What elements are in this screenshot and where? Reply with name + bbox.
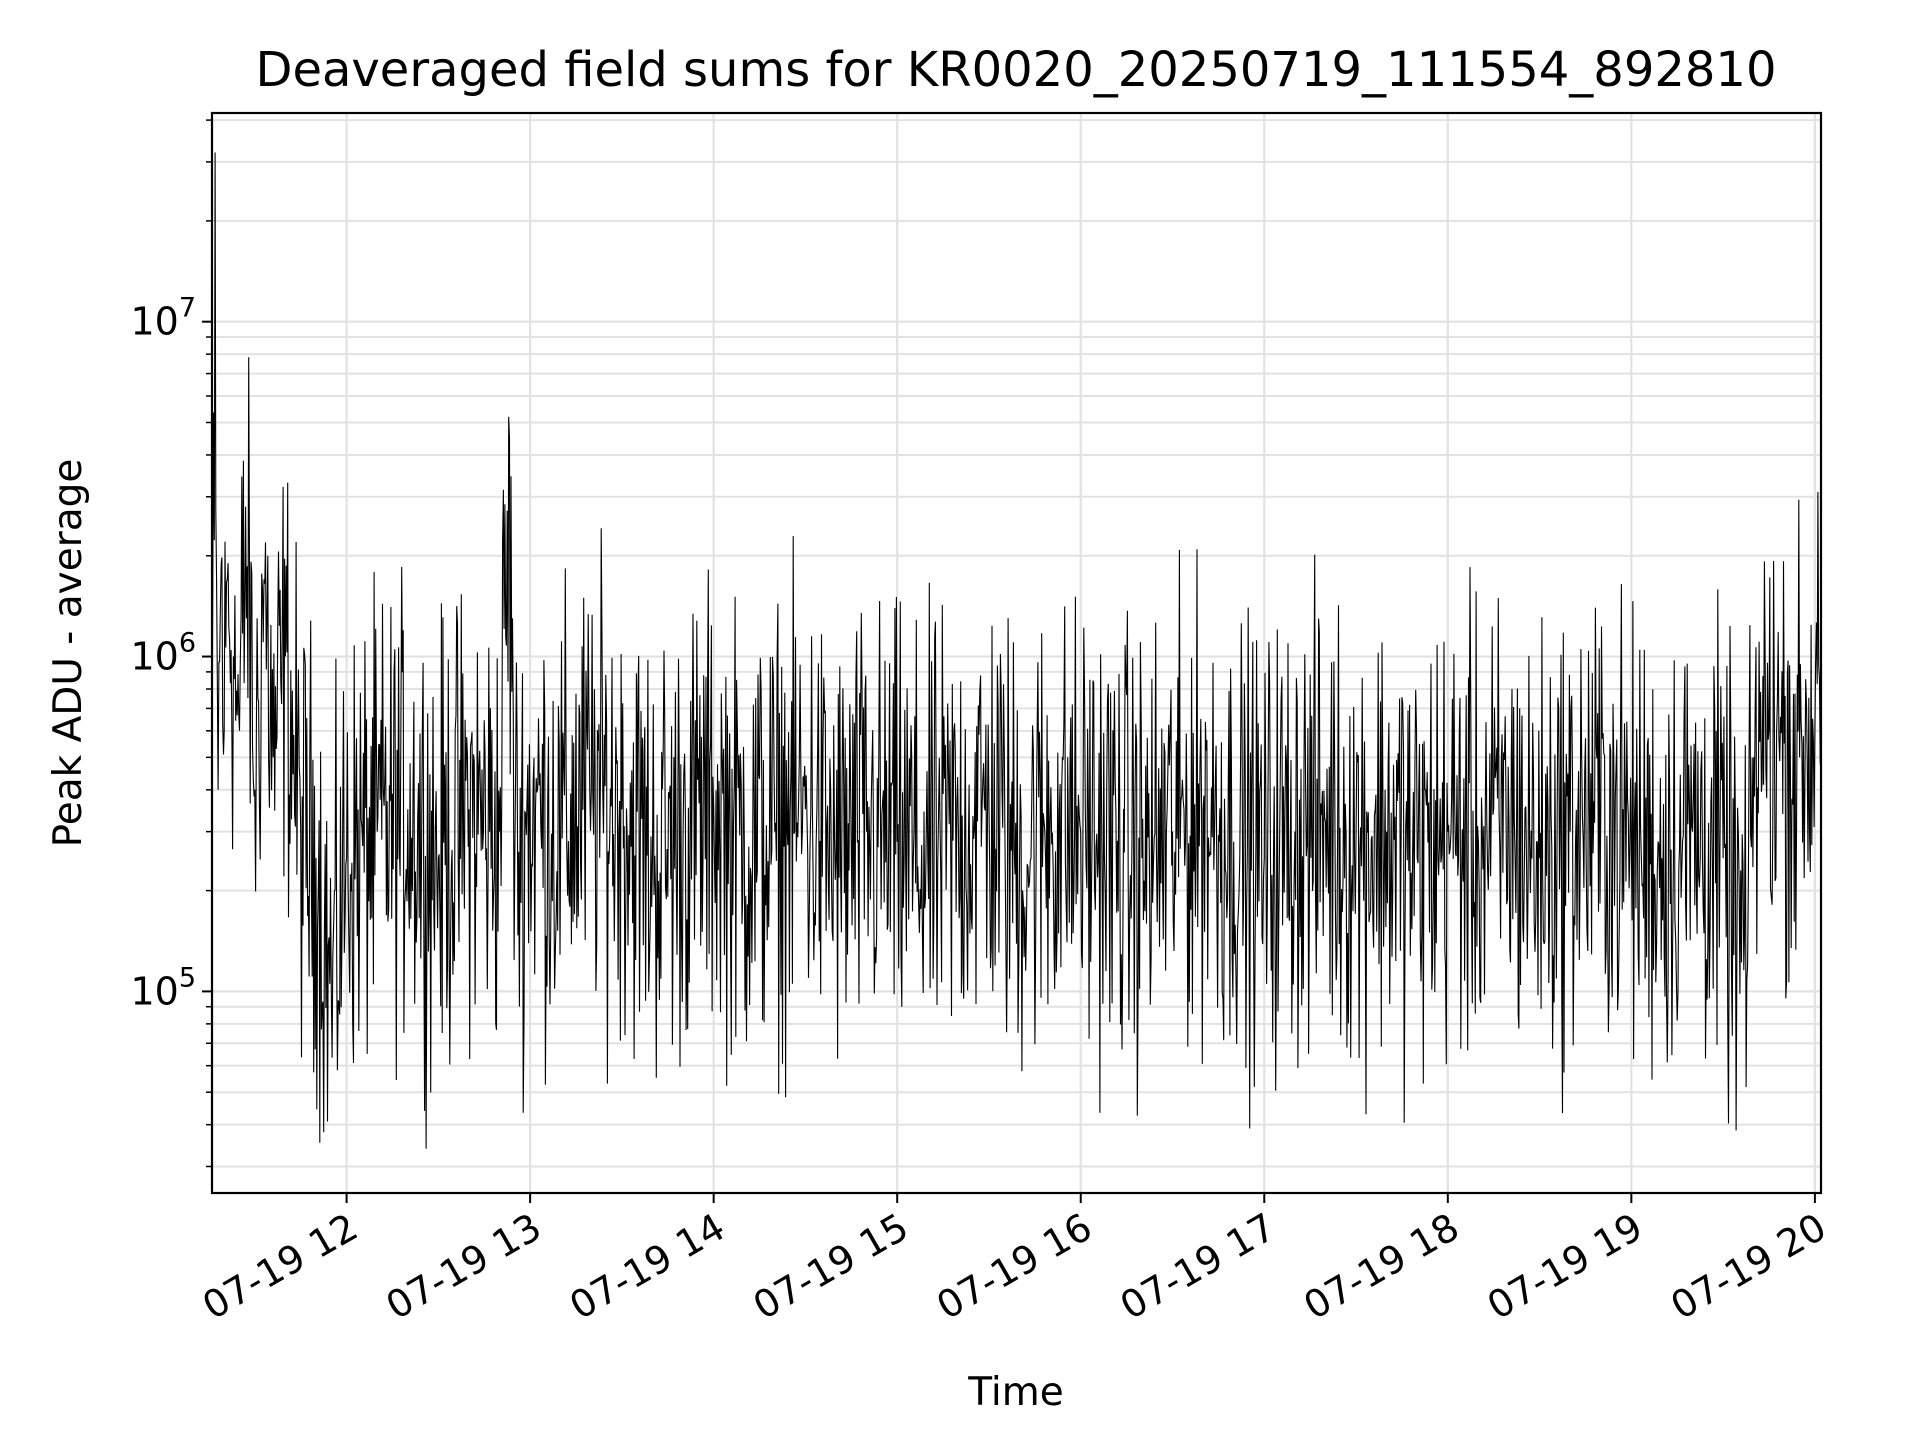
y-tick-exponent: 7 [179, 293, 196, 324]
y-tick-base: 10 [130, 635, 178, 679]
series-layer [211, 152, 1822, 1149]
x-tick-label: 07-19 14 [562, 1205, 732, 1329]
gridlines [212, 113, 1821, 1193]
y-tick-exponent: 5 [179, 962, 196, 993]
chart-title: Deaveraged field sums for KR0020_2025071… [255, 42, 1776, 98]
y-tick-label: 107 [130, 293, 196, 344]
x-tick-label: 07-19 19 [1480, 1205, 1650, 1329]
x-tick-label: 07-19 17 [1113, 1205, 1283, 1329]
x-tick-label: 07-19 16 [929, 1205, 1099, 1329]
y-tick-label: 105 [130, 962, 196, 1013]
x-tick-label: 07-19 12 [195, 1205, 365, 1329]
plot-frame [210, 111, 1823, 1195]
y-tick-label: 106 [130, 628, 196, 679]
x-tick-label: 07-19 13 [379, 1205, 549, 1329]
y-tick-exponent: 6 [179, 628, 196, 659]
x-tick-label: 07-19 20 [1663, 1205, 1833, 1329]
y-tick-base: 10 [130, 300, 178, 344]
x-axis-tick-labels: 07-19 12 07-19 13 07-19 14 07-19 15 07-19 16… [195, 1205, 1833, 1329]
axis-ticks [202, 119, 1816, 1203]
x-tick-label: 07-19 15 [746, 1205, 916, 1329]
y-tick-base: 10 [130, 969, 178, 1013]
x-tick-label: 07-19 18 [1296, 1205, 1466, 1329]
series-line [211, 152, 1822, 1149]
y-axis-label: Peak ADU - average [46, 459, 91, 848]
x-axis-label: Time [967, 1370, 1063, 1415]
